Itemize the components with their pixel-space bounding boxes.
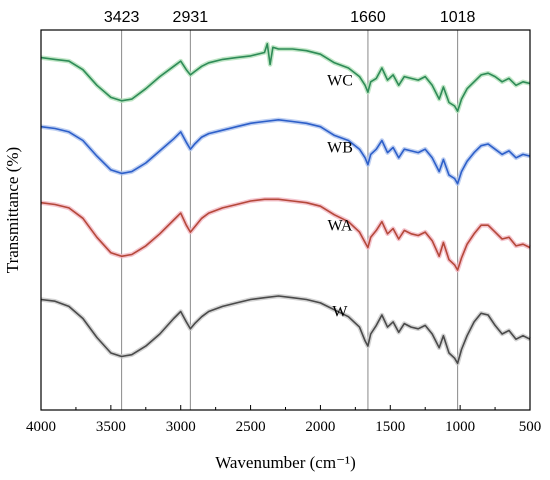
x-tick-label-3500: 3500 <box>96 419 126 435</box>
x-tick-label-3000: 3000 <box>166 419 196 435</box>
x-tick-label-1000: 1000 <box>445 419 475 435</box>
peak-label-2931: 2931 <box>173 9 209 26</box>
series-line-wc <box>40 43 531 112</box>
series-halo-wc <box>40 41 531 114</box>
series-label-w: W <box>332 304 348 321</box>
series-lines <box>40 43 531 365</box>
series-line-wa <box>40 198 531 271</box>
x-axis-title: Wavenumber (cm⁻¹) <box>215 453 356 472</box>
series-label-wc: WC <box>327 72 353 89</box>
x-tick-label-4000: 4000 <box>26 419 56 435</box>
series-label-wb: WB <box>327 140 353 157</box>
y-axis-title: Transmittance (%) <box>3 147 22 273</box>
series-halos <box>40 41 532 366</box>
x-tick-label-2000: 2000 <box>305 419 335 435</box>
peak-label-1018: 1018 <box>440 9 476 26</box>
series-line-w <box>40 295 531 365</box>
peak-label-3423: 3423 <box>104 9 140 26</box>
x-tick-label-500: 500 <box>519 419 542 435</box>
series-line-wb <box>40 119 531 185</box>
series-halo-wa <box>40 197 531 273</box>
peak-label-1660: 1660 <box>350 9 386 26</box>
series-halo-wb <box>40 117 531 186</box>
x-tick-label-2500: 2500 <box>236 419 266 435</box>
x-axis-ticks: 4000 3500 3000 2500 2000 1500 1000 500 <box>26 405 541 435</box>
peak-marker-labels: 3423 2931 1660 1018 <box>104 9 476 26</box>
x-tick-label-1500: 1500 <box>375 419 405 435</box>
series-labels: WC WB WA W <box>327 72 353 320</box>
series-label-wa: WA <box>328 217 353 234</box>
